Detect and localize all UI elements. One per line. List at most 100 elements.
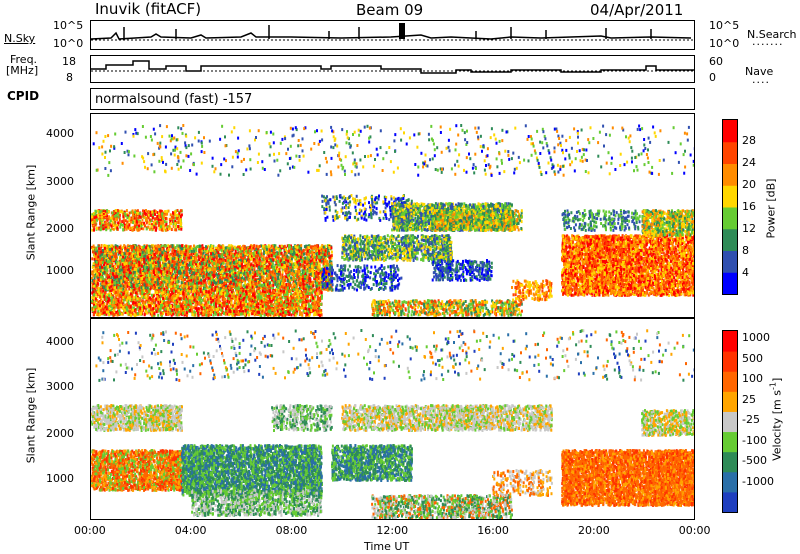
power-plot (91, 124, 696, 317)
power-cell (117, 209, 119, 213)
power-cell (128, 219, 131, 222)
power-cell (114, 226, 117, 230)
power-cell (135, 211, 138, 215)
nsky-tick-top: 10^5 (53, 19, 83, 32)
power-cell (122, 285, 125, 289)
power-cell (108, 217, 111, 221)
power-cell (229, 246, 232, 249)
power-cell (167, 225, 170, 229)
freq-tick-top: 18 (62, 55, 76, 68)
power-cell (281, 254, 284, 258)
power-cell (97, 213, 100, 217)
power-cell (173, 252, 176, 256)
power-cell (168, 279, 171, 283)
power-cell (161, 209, 163, 213)
power-cell (244, 281, 247, 285)
power-cell (104, 212, 107, 216)
power-cell (101, 261, 104, 264)
power-cell (159, 218, 162, 222)
power-cell (134, 220, 137, 224)
power-cell (100, 244, 103, 247)
power-cell (147, 210, 150, 213)
power-cell (294, 269, 297, 273)
power-cell (116, 226, 119, 230)
power-cell (159, 258, 162, 262)
freq-tick-bottom: 8 (66, 71, 73, 84)
freq-trace (91, 60, 694, 74)
power-cell (127, 267, 130, 271)
power-cell (133, 214, 136, 218)
power-cell (104, 220, 107, 224)
power-cell (280, 263, 283, 267)
power-cell (206, 286, 209, 290)
power-cell (111, 220, 114, 224)
power-cell (144, 271, 147, 275)
power-cell (111, 244, 114, 248)
power-cell (304, 256, 307, 260)
power-cell (208, 261, 211, 264)
power-cell (138, 227, 141, 231)
power-cell (104, 209, 107, 213)
power-cell (102, 285, 105, 289)
power-cell (100, 213, 103, 217)
power-cell (101, 221, 104, 225)
power-cell (316, 281, 319, 285)
power-cell (309, 255, 311, 259)
power-cell (299, 281, 302, 285)
power-cell (186, 278, 189, 282)
power-cell (289, 255, 292, 259)
power-cell (180, 223, 182, 227)
power-cell (306, 259, 309, 263)
power-cell (133, 217, 136, 221)
power-cell (154, 217, 157, 221)
power-cell (112, 253, 115, 256)
power-cell (136, 276, 139, 279)
freq-strip (90, 55, 695, 83)
nsearch-tick-top: 10^5 (709, 19, 739, 32)
power-cell (94, 220, 96, 224)
power-cell (145, 209, 147, 212)
nave-tick-top: 60 (709, 55, 723, 68)
power-cell (111, 215, 114, 219)
power-cell (204, 267, 207, 271)
power-cell (147, 213, 150, 217)
power-cell (99, 218, 102, 222)
power-cell (122, 228, 125, 231)
power-cell (124, 225, 126, 229)
power-cell (252, 280, 255, 284)
power-cell (211, 262, 214, 266)
power-cell (100, 250, 103, 254)
power-cell (135, 216, 138, 220)
power-cell (143, 221, 146, 225)
power-cell (168, 227, 170, 231)
power-cell (234, 249, 237, 253)
power-cell (155, 217, 158, 221)
power-cell (163, 211, 166, 215)
power-cell (125, 225, 128, 229)
power-cell (262, 252, 265, 256)
power-cell (145, 217, 148, 221)
power-cell (134, 210, 137, 214)
power-cell (162, 221, 165, 225)
power-cell (123, 212, 126, 216)
power-cell (128, 287, 131, 291)
power-cell (213, 254, 216, 258)
power-cell (160, 228, 163, 232)
power-cell (129, 246, 132, 250)
power-cell (139, 215, 142, 219)
power-cell (166, 248, 169, 252)
power-cell (131, 213, 134, 217)
power-cell (111, 247, 114, 251)
power-cell (103, 224, 106, 227)
power-cell (150, 219, 153, 223)
power-cell (98, 213, 101, 217)
power-cell (111, 211, 114, 215)
power-cell (127, 264, 130, 268)
power-cell (290, 276, 293, 280)
power-cell (131, 228, 134, 232)
power-cell (117, 215, 120, 219)
nsearch-label: N.Search (747, 28, 797, 41)
power-cell (128, 223, 131, 227)
power-cell (209, 268, 212, 272)
power-cell (164, 210, 167, 214)
